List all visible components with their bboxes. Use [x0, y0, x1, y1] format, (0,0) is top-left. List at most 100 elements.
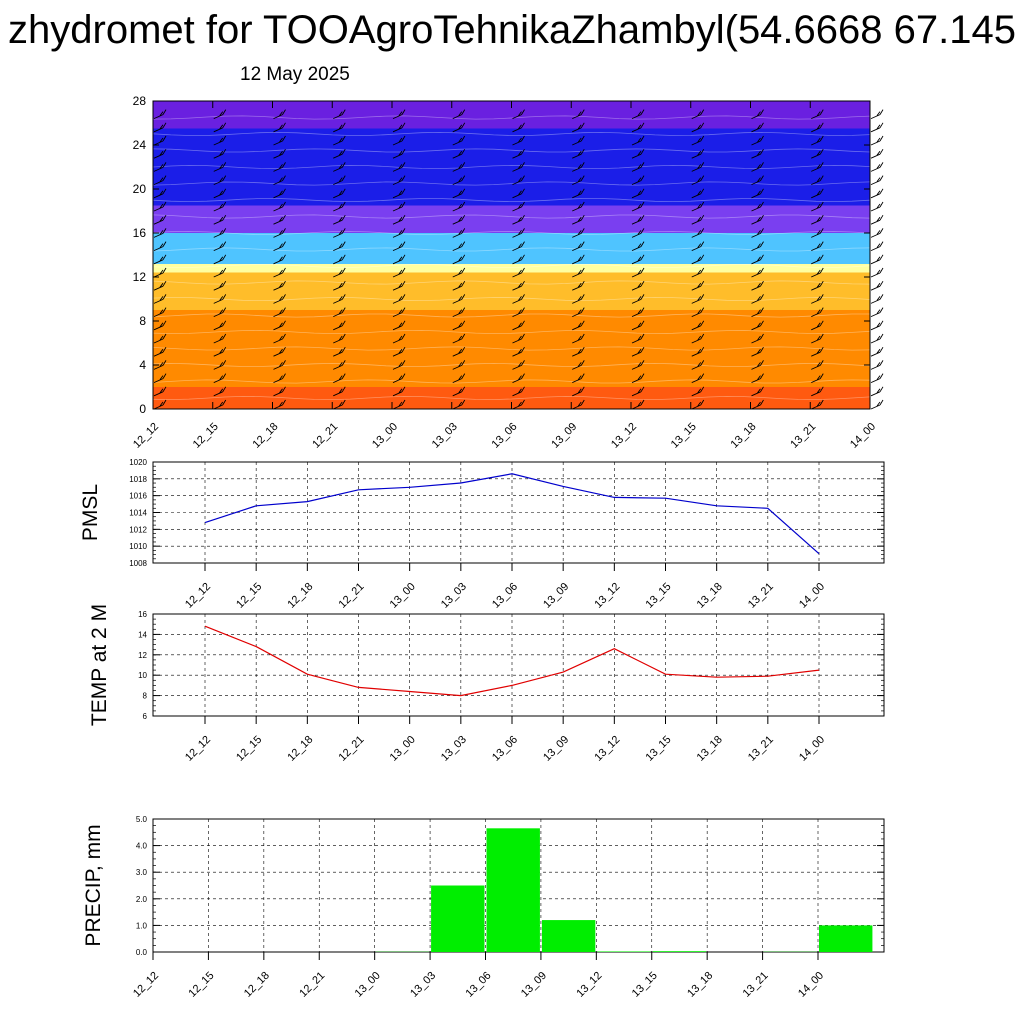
wind-barb [333, 162, 346, 172]
precip-bar [541, 920, 596, 952]
precip-bar [819, 925, 873, 952]
wind-barb [870, 307, 884, 318]
wind-barb [273, 109, 286, 120]
temp-panel: 6 8 10 12 14 16 12_12 12_15 12_18 12_21 13_00 13_03… [88, 604, 885, 764]
wind-barb [452, 280, 466, 291]
wind-barb [333, 294, 346, 304]
wind-barb [751, 346, 764, 357]
wind-barb [452, 135, 466, 146]
wind-barb [572, 188, 585, 199]
wind-barb [572, 148, 585, 159]
y-tick-label: 1008 [129, 559, 147, 568]
wind-barb [213, 162, 227, 172]
wind-barb [273, 148, 286, 159]
wind-barb [452, 373, 466, 384]
wind-barb [452, 254, 466, 265]
wind-barb [452, 214, 466, 225]
wind-barb [870, 228, 884, 238]
y-tick-label: 10 [138, 671, 147, 680]
wind-barb [870, 148, 884, 159]
wind-barb [512, 135, 525, 146]
wind-barb [153, 373, 167, 384]
temp-y-axis-label: TEMP at 2 M [88, 604, 111, 726]
wind-barb [811, 109, 824, 120]
wind-barb [512, 333, 525, 344]
wind-barb [572, 228, 585, 238]
wind-barb [512, 254, 525, 265]
wind-barb [213, 122, 227, 133]
wind-barb [273, 386, 286, 397]
wind-barb [691, 175, 705, 186]
wind-barb [213, 320, 227, 331]
wind-barb [392, 280, 406, 291]
wind-barb [631, 254, 645, 265]
wind-barb [631, 267, 645, 278]
precip-bar [431, 885, 485, 952]
wind-barb [392, 135, 406, 146]
wind-barb [153, 346, 167, 357]
contour-line [152, 280, 871, 285]
x-tick-label: 12_12 [183, 734, 213, 764]
wind-barb [751, 228, 764, 238]
wind-barb [691, 148, 705, 159]
wind-barb [213, 386, 227, 397]
y-tick-label: 2.0 [136, 895, 148, 904]
wind-barb [153, 214, 167, 225]
wind-barb [452, 386, 466, 397]
forecast-date: 12 May 2025 [240, 64, 350, 85]
wind-barb [691, 135, 705, 146]
wind-barb [870, 201, 884, 212]
wind-barb [811, 320, 824, 331]
x-tick-label: 13_03 [439, 581, 469, 611]
wind-barb [691, 241, 705, 252]
x-tick-label: 13_00 [388, 734, 418, 764]
wind-barb [512, 386, 525, 397]
wind-barb [273, 175, 286, 186]
x-tick-label: 12_15 [234, 734, 264, 764]
wind-barb [333, 241, 346, 252]
y-tick-label: 5.0 [136, 815, 148, 824]
wind-barb [691, 333, 705, 344]
wind-barb [512, 122, 525, 133]
wind-barb [691, 201, 705, 212]
wind-barb [751, 294, 764, 304]
wind-barb [153, 162, 167, 172]
wind-barb [333, 214, 346, 225]
precip-bar [486, 828, 540, 952]
wind-barb [452, 148, 466, 159]
wind-barb [512, 214, 525, 225]
wind-barb [870, 109, 884, 120]
wind-barb [452, 307, 466, 318]
y-tick-label: 3.0 [136, 868, 148, 877]
wind-barb [572, 135, 585, 146]
wind-barb [751, 307, 764, 318]
wind-barb [751, 201, 764, 212]
x-tick-label: 13_12 [574, 970, 604, 1000]
wind-barb [631, 228, 645, 238]
contour-line [152, 181, 871, 186]
wind-barb [213, 254, 227, 265]
wind-barb [333, 122, 346, 133]
wind-barb [631, 175, 645, 186]
wind-barb [811, 386, 824, 397]
wind-barb [273, 188, 286, 199]
wind-barb [333, 267, 346, 278]
wind-barb [811, 214, 824, 225]
wind-barb [870, 360, 884, 370]
wind-barb [512, 228, 525, 238]
y-tick-label: 12 [133, 270, 147, 284]
y-tick-label: 24 [133, 138, 147, 152]
wind-barb [273, 267, 286, 278]
contour-line [152, 313, 870, 318]
x-tick-label: 13_06 [490, 734, 520, 764]
contour-line [152, 214, 871, 219]
wind-barb [751, 135, 764, 146]
wind-barb [153, 307, 167, 318]
wind-barb [273, 346, 286, 357]
wind-barb [631, 201, 645, 212]
wind-barb [452, 294, 466, 304]
wind-barb [691, 122, 705, 133]
x-tick-label: 12_18 [285, 734, 315, 764]
contour-line [152, 164, 871, 170]
wind-barb [691, 109, 705, 120]
